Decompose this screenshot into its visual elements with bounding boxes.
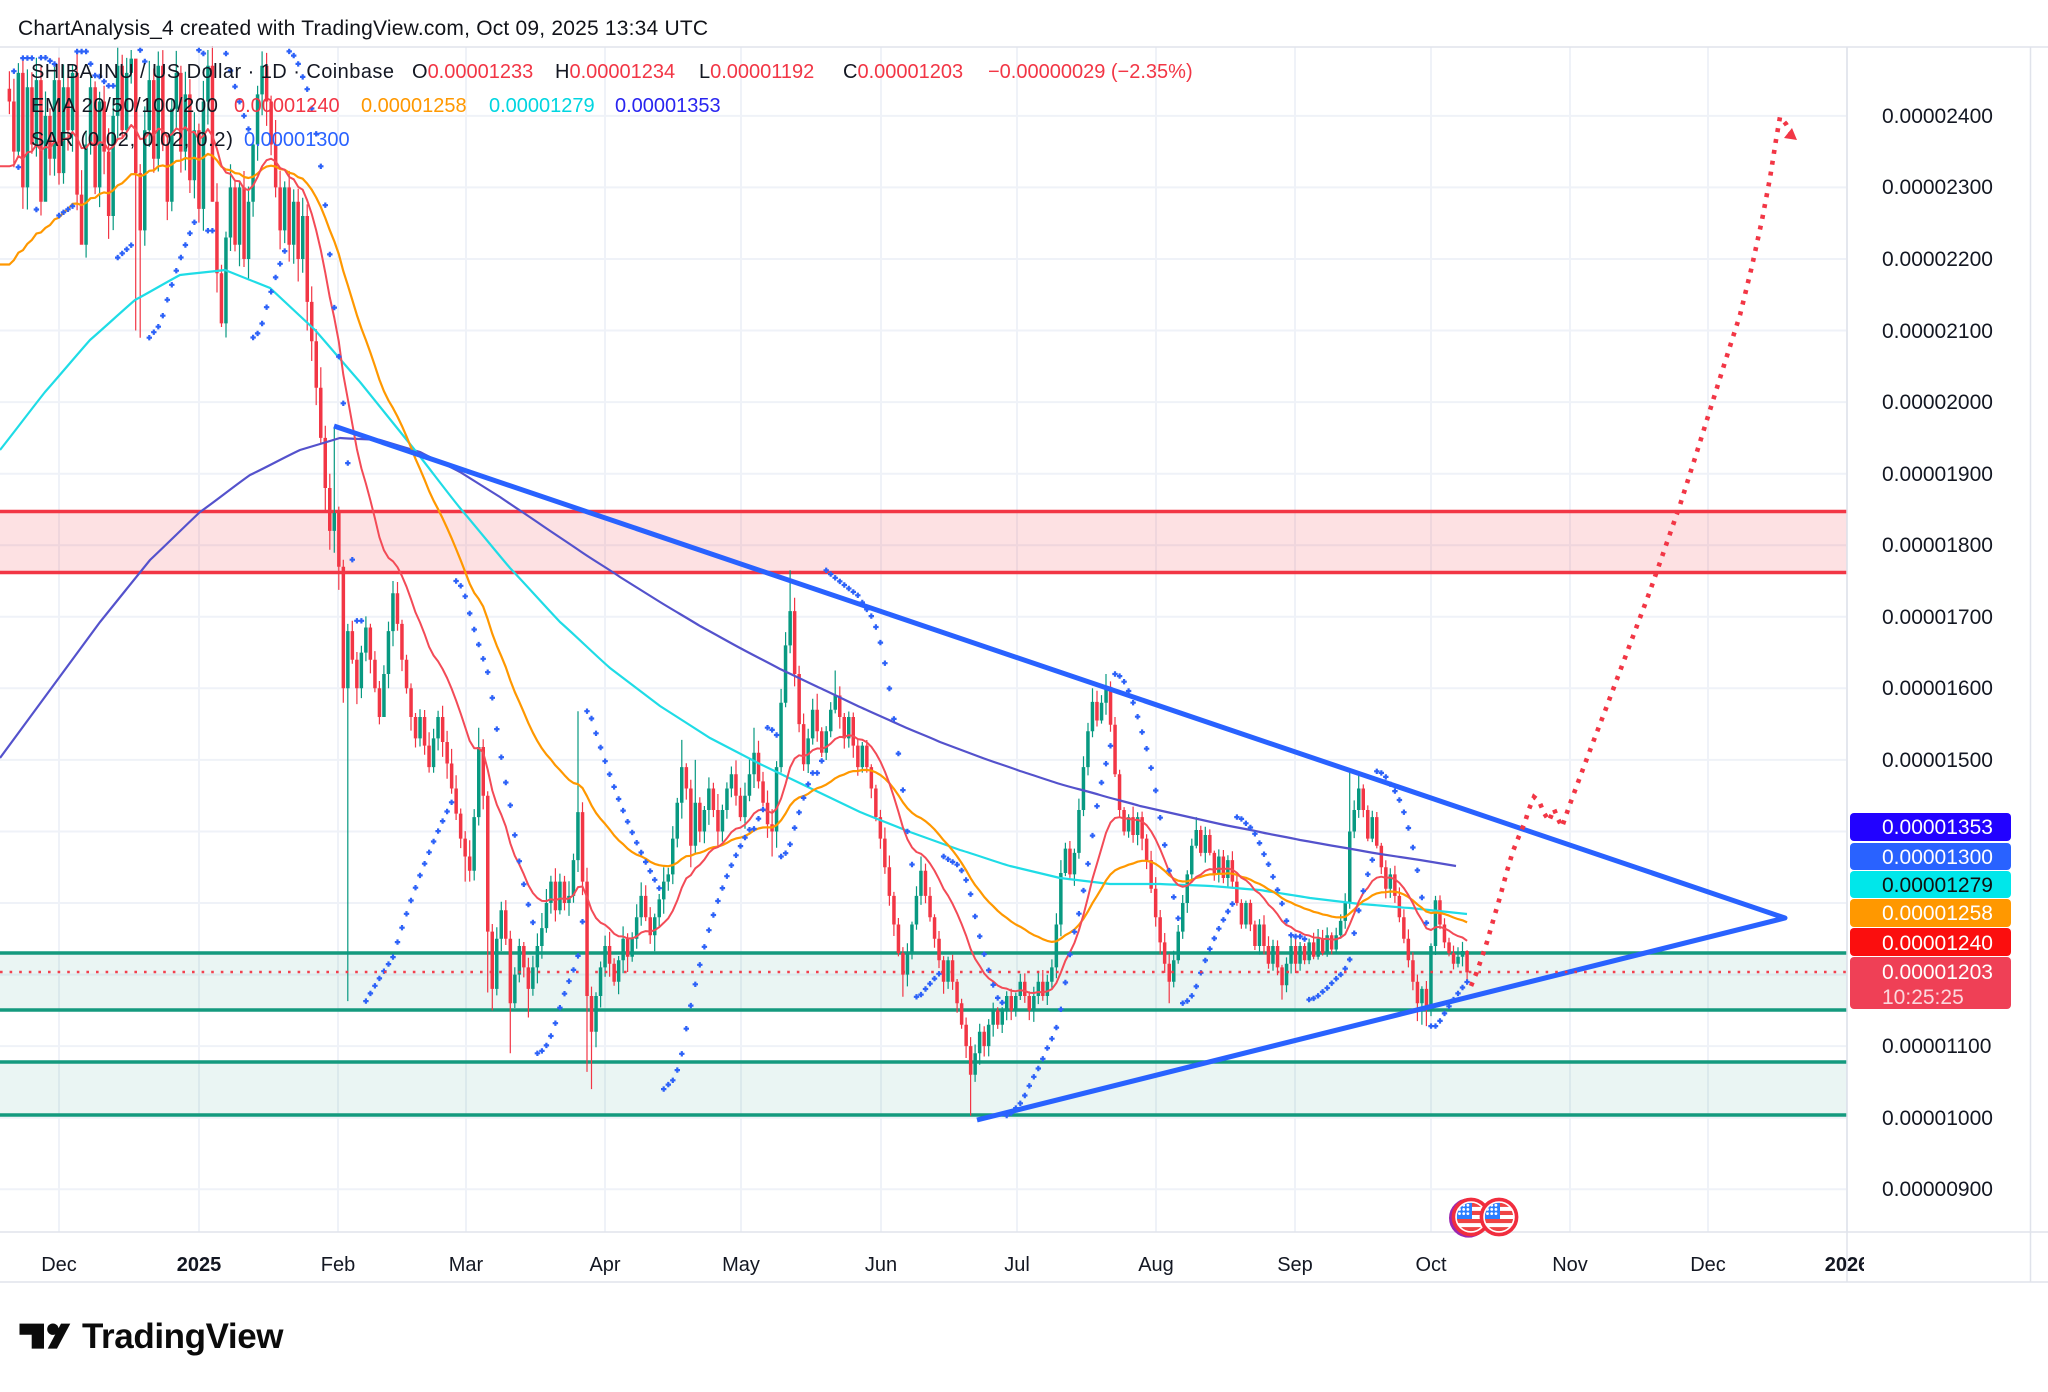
svg-text:0.00001300: 0.00001300 <box>244 129 350 151</box>
svg-text:O0.00001233: O0.00001233 <box>412 61 533 83</box>
svg-text:0.00002200: 0.00002200 <box>1882 248 1993 271</box>
svg-text:H0.00001234: H0.00001234 <box>555 61 675 83</box>
svg-text:0.00001258: 0.00001258 <box>361 95 467 117</box>
svg-text:Apr: Apr <box>589 1254 620 1276</box>
svg-text:0.00000900: 0.00000900 <box>1882 1178 1993 1201</box>
svg-text:−0.00000029 (−2.35%): −0.00000029 (−2.35%) <box>988 61 1193 83</box>
svg-text:Nov: Nov <box>1552 1254 1588 1276</box>
svg-text:2025: 2025 <box>177 1254 222 1276</box>
svg-text:Aug: Aug <box>1138 1254 1174 1276</box>
svg-text:0.00001000: 0.00001000 <box>1882 1107 1993 1130</box>
svg-text:Sep: Sep <box>1277 1254 1313 1276</box>
svg-text:SAR (0.02, 0.02, 0.2): SAR (0.02, 0.02, 0.2) <box>31 129 234 151</box>
svg-text:Mar: Mar <box>449 1254 484 1276</box>
svg-text:0.00001240: 0.00001240 <box>1882 932 1993 955</box>
svg-text:0.00001279: 0.00001279 <box>1882 874 1993 897</box>
svg-text:0.00001100: 0.00001100 <box>1882 1035 1991 1058</box>
svg-text:L0.00001192: L0.00001192 <box>699 61 814 83</box>
svg-text:0.00002000: 0.00002000 <box>1882 391 1993 414</box>
svg-text:Dec: Dec <box>41 1254 77 1276</box>
svg-text:May: May <box>722 1254 760 1276</box>
svg-text:0.00001700: 0.00001700 <box>1882 606 1993 629</box>
svg-text:0.00002300: 0.00002300 <box>1882 176 1993 199</box>
svg-text:2026: 2026 <box>1825 1254 1870 1276</box>
svg-text:10:25:25: 10:25:25 <box>1882 986 1964 1009</box>
svg-text:0.00001500: 0.00001500 <box>1882 749 1993 772</box>
svg-text:C0.00001203: C0.00001203 <box>843 61 963 83</box>
svg-text:Jul: Jul <box>1004 1254 1030 1276</box>
svg-text:TradingView: TradingView <box>82 1317 284 1356</box>
svg-text:0.00002400: 0.00002400 <box>1882 105 1993 128</box>
svg-text:Oct: Oct <box>1415 1254 1447 1276</box>
svg-text:0.00001279: 0.00001279 <box>489 95 595 117</box>
svg-text:ChartAnalysis_4 created with T: ChartAnalysis_4 created with TradingView… <box>18 17 708 40</box>
svg-text:0.00001353: 0.00001353 <box>615 95 721 117</box>
svg-text:SHIBA INU / US Dollar · 1D · C: SHIBA INU / US Dollar · 1D · Coinbase <box>31 61 394 83</box>
svg-text:0.00001353: 0.00001353 <box>1882 816 1993 839</box>
svg-text:0.00001300: 0.00001300 <box>1882 846 1993 869</box>
svg-text:0.00001900: 0.00001900 <box>1882 463 1993 486</box>
svg-text:Dec: Dec <box>1690 1254 1726 1276</box>
svg-text:0.00001800: 0.00001800 <box>1882 534 1993 557</box>
svg-text:Jun: Jun <box>865 1254 897 1276</box>
svg-text:0.00002100: 0.00002100 <box>1882 320 1993 343</box>
svg-text:0.00001258: 0.00001258 <box>1882 902 1993 925</box>
svg-text:EMA 20/50/100/200: EMA 20/50/100/200 <box>31 95 219 117</box>
svg-text:0.00001600: 0.00001600 <box>1882 677 1993 700</box>
svg-text:0.00001240: 0.00001240 <box>234 95 340 117</box>
svg-text:Feb: Feb <box>321 1254 355 1276</box>
svg-text:0.00001203: 0.00001203 <box>1882 961 1993 984</box>
